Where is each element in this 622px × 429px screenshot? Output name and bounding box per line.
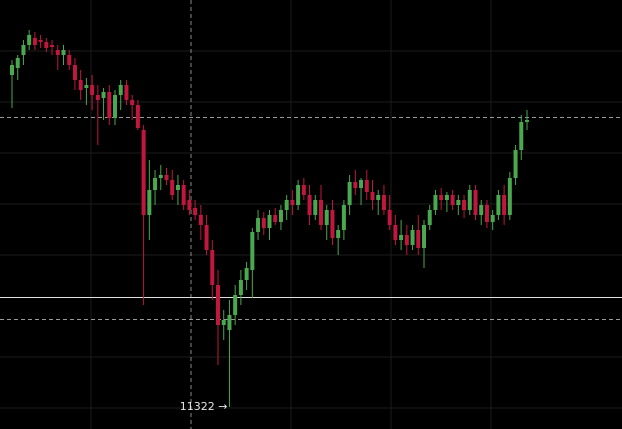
candle-body (21, 45, 26, 55)
candle-body (55, 50, 60, 55)
candle-body (147, 190, 152, 215)
candle-body (170, 180, 175, 195)
candle-body (204, 225, 209, 250)
candle-body (319, 200, 323, 225)
candle-body (101, 92, 106, 98)
candle-body (410, 230, 415, 245)
candle-body (250, 232, 255, 270)
candle-body (399, 235, 404, 240)
candle-body (404, 235, 409, 245)
candle-body (473, 190, 478, 215)
candle-body (181, 185, 186, 205)
candle-body (38, 40, 43, 42)
candle-body (227, 315, 232, 330)
candle-body (233, 295, 238, 315)
candle-body (130, 100, 135, 105)
candle-body (50, 45, 55, 47)
candle-body (15, 58, 20, 68)
candle-body (210, 250, 215, 285)
candle-body (141, 130, 146, 215)
candle-body (124, 85, 129, 100)
candle-body (422, 225, 426, 248)
candle-body (113, 95, 117, 118)
candle-body (387, 210, 392, 225)
candle-body (278, 210, 283, 222)
candle-body (359, 180, 364, 188)
candle-body (273, 215, 278, 222)
candle-body (370, 192, 375, 200)
candle-body (10, 65, 14, 75)
candle-body (216, 285, 220, 325)
candle-body (238, 280, 243, 295)
candle-body (44, 42, 49, 48)
candle-body (256, 218, 261, 232)
low-annotation: 11322 → (180, 400, 228, 413)
candle-body (393, 225, 398, 240)
candle-body (72, 65, 77, 80)
candle-body (158, 175, 163, 178)
candle-body (84, 85, 89, 88)
candle-body (135, 105, 140, 128)
candle-body (330, 210, 335, 238)
candle-body (490, 215, 495, 222)
candle-body (267, 215, 272, 228)
candle-body (513, 150, 518, 178)
candle-body (525, 120, 529, 122)
candle-body (290, 200, 295, 205)
candle-body (175, 185, 180, 190)
candle-body (427, 210, 432, 225)
candle-body (313, 200, 318, 215)
candle-body (502, 195, 507, 215)
candle-body (439, 195, 444, 200)
candle-body (78, 80, 83, 90)
candle-body (353, 182, 358, 188)
candle-body (244, 268, 249, 280)
candle-body (479, 205, 484, 215)
candle-body (336, 230, 341, 238)
candle-body (507, 178, 512, 215)
candle-body (364, 180, 369, 192)
candle-body (107, 92, 112, 118)
candle-body (433, 195, 438, 210)
candle-body (450, 195, 455, 205)
candle-body (444, 195, 449, 200)
candle-body (67, 55, 72, 65)
candle-body (284, 200, 289, 210)
candle-body (496, 195, 501, 215)
candle-body (519, 122, 524, 150)
candle-body (416, 230, 421, 248)
candle-body (456, 200, 461, 205)
candle-body (341, 205, 346, 230)
candle-body (324, 210, 329, 225)
candle-body (261, 218, 266, 228)
candle-body (153, 178, 158, 190)
candle-body (193, 208, 198, 215)
candle-body (118, 85, 123, 95)
candle-body (27, 35, 32, 45)
candle-body (296, 185, 301, 205)
candle-body (347, 182, 352, 205)
candle-body (164, 175, 169, 180)
candle-body (376, 195, 381, 200)
candle-body (484, 205, 489, 222)
candle-body (307, 195, 312, 215)
candle-body (198, 215, 203, 225)
candle-body (301, 185, 306, 195)
candle-body (462, 200, 467, 210)
candle-body (90, 85, 95, 95)
candle-body (381, 195, 386, 210)
candle-body (61, 50, 66, 55)
candle-body (221, 320, 226, 325)
candle-body (187, 200, 192, 210)
candle-body (95, 95, 100, 100)
candle-body (467, 190, 472, 210)
candle-body (32, 38, 37, 45)
